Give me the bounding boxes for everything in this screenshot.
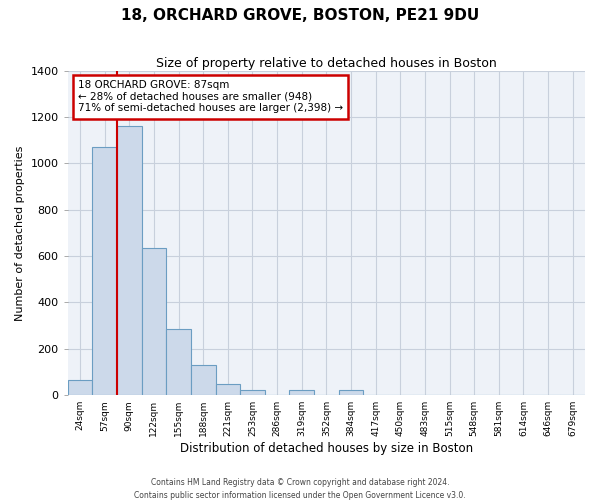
Bar xyxy=(240,390,265,395)
Bar xyxy=(215,384,240,395)
Bar xyxy=(142,248,166,395)
Title: Size of property relative to detached houses in Boston: Size of property relative to detached ho… xyxy=(156,58,497,70)
Bar xyxy=(166,329,191,395)
Bar xyxy=(191,365,215,395)
Bar xyxy=(68,380,92,395)
Bar xyxy=(338,390,364,395)
Bar xyxy=(92,147,117,395)
Bar xyxy=(289,390,314,395)
Text: 18 ORCHARD GROVE: 87sqm
← 28% of detached houses are smaller (948)
71% of semi-d: 18 ORCHARD GROVE: 87sqm ← 28% of detache… xyxy=(78,80,343,114)
Text: 18, ORCHARD GROVE, BOSTON, PE21 9DU: 18, ORCHARD GROVE, BOSTON, PE21 9DU xyxy=(121,8,479,22)
Bar xyxy=(117,126,142,395)
X-axis label: Distribution of detached houses by size in Boston: Distribution of detached houses by size … xyxy=(180,442,473,455)
Text: Contains HM Land Registry data © Crown copyright and database right 2024.
Contai: Contains HM Land Registry data © Crown c… xyxy=(134,478,466,500)
Y-axis label: Number of detached properties: Number of detached properties xyxy=(15,145,25,320)
